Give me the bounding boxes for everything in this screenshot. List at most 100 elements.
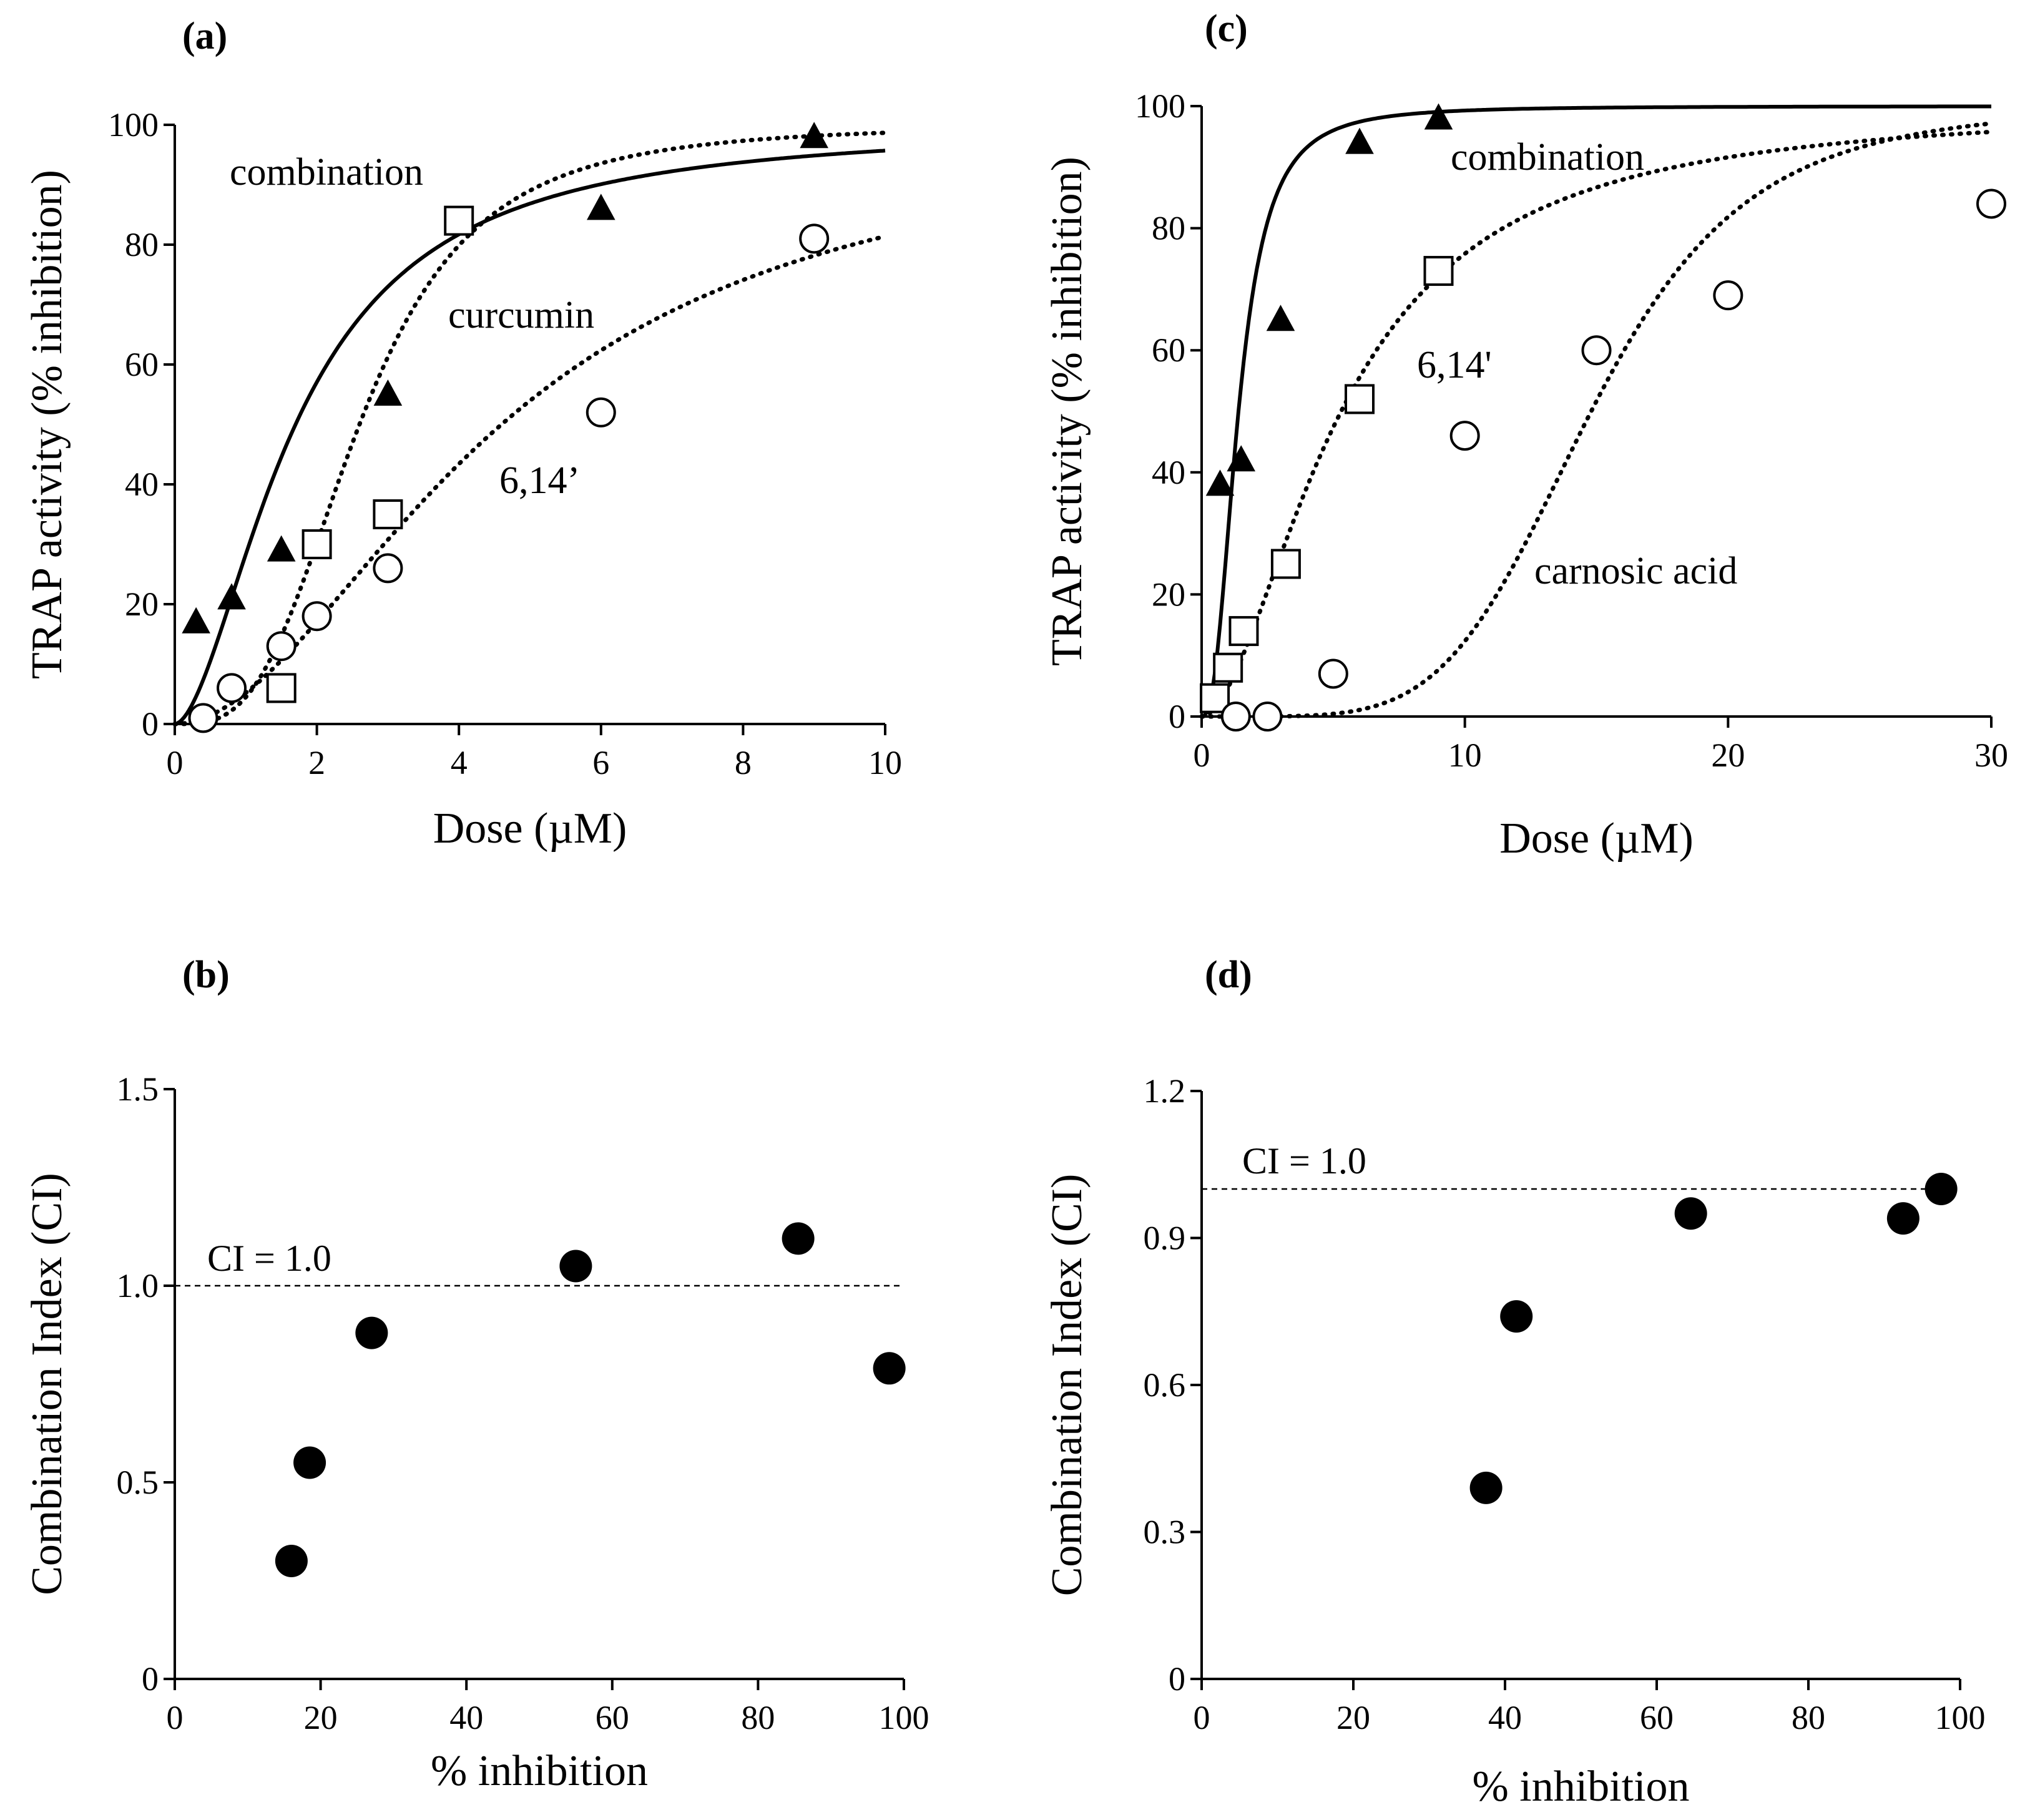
x-tick-label: 60 xyxy=(1640,1699,1674,1736)
panel-label: (b) xyxy=(182,954,230,996)
data-point-circle xyxy=(302,601,332,632)
data-point-square xyxy=(302,529,332,559)
y-tick-label: 40 xyxy=(1152,454,1185,491)
x-tick-label: 6 xyxy=(592,744,609,781)
data-point-filled-circle xyxy=(559,1250,592,1283)
x-tick-label: 4 xyxy=(451,744,468,781)
data-point-circle xyxy=(1220,702,1251,731)
y-tick-label: 100 xyxy=(108,106,159,144)
data-point-triangle xyxy=(373,379,403,406)
data-point-square xyxy=(1200,683,1230,713)
data-point-circle xyxy=(373,553,403,584)
x-axis-title: Dose (µM) xyxy=(433,805,627,853)
data-point-circle xyxy=(1976,188,2006,219)
data-point-circle xyxy=(1449,421,1480,451)
y-tick-label: 1.2 xyxy=(1144,1072,1186,1110)
fit-curve-6-14- xyxy=(1199,129,1994,719)
panel-label: (c) xyxy=(1205,7,1248,50)
data-point-filled-circle xyxy=(1924,1173,1958,1205)
y-tick-label: 100 xyxy=(1135,87,1185,125)
x-tick-label: 30 xyxy=(1974,736,2008,774)
data-point-triangle xyxy=(1227,445,1256,472)
fit-curve-combination xyxy=(1201,104,1991,718)
data-point-square xyxy=(266,673,297,703)
data-point-circle xyxy=(266,631,297,662)
panel-d: (d) 0 20 40 60 80 100 0 0.3 0.6 0.9 1.2 % inhibition… xyxy=(1043,954,1986,1811)
data-point-triangle xyxy=(1205,469,1235,496)
curve-label: combination xyxy=(230,151,423,193)
y-tick-label: 60 xyxy=(125,346,159,383)
data-point-circle xyxy=(217,673,247,703)
y-tick-label: 0.9 xyxy=(1144,1220,1186,1257)
x-tick-label: 10 xyxy=(868,744,902,781)
x-tick-label: 8 xyxy=(735,744,752,781)
data-point-triangle xyxy=(1345,127,1374,154)
x-tick-label: 100 xyxy=(879,1699,929,1736)
data-point-circle xyxy=(1252,702,1283,731)
y-tick-label: 20 xyxy=(125,585,159,623)
data-point-square xyxy=(373,499,403,529)
y-tick-label: 60 xyxy=(1152,331,1185,369)
fit-curve-carnosic-acid xyxy=(1199,121,1994,719)
x-tick-label: 20 xyxy=(1336,1699,1370,1736)
data-point-filled-circle xyxy=(1886,1202,1920,1235)
data-point-filled-circle xyxy=(782,1222,815,1255)
data-point-triangle xyxy=(182,607,210,634)
data-point-triangle xyxy=(267,535,296,562)
x-tick-label: 2 xyxy=(308,744,325,781)
data-point-circle xyxy=(799,223,830,254)
data-point-square xyxy=(444,205,474,236)
x-tick-label: 20 xyxy=(304,1699,338,1736)
x-tick-label: 0 xyxy=(167,744,184,781)
data-point-square xyxy=(1270,549,1301,579)
data-point-square xyxy=(1423,256,1454,286)
y-tick-label: 0.3 xyxy=(1144,1514,1186,1551)
y-tick-label: 80 xyxy=(125,226,159,263)
curve-label: curcumin xyxy=(448,294,594,336)
x-tick-label: 40 xyxy=(1488,1699,1522,1736)
reference-line-label: CI = 1.0 xyxy=(207,1238,331,1279)
y-axis-title: Combination Index (CI) xyxy=(1043,1174,1091,1597)
y-axis-title: TRAP activity (% inhibition) xyxy=(1043,157,1091,666)
data-point-square xyxy=(1213,652,1243,683)
x-axis-title: Dose (µM) xyxy=(1499,815,1694,863)
data-point-filled-circle xyxy=(275,1545,308,1577)
x-axis-title: % inhibition xyxy=(1472,1763,1689,1811)
data-point-filled-circle xyxy=(293,1446,326,1479)
x-tick-label: 10 xyxy=(1448,736,1482,774)
data-point-filled-circle xyxy=(1674,1197,1707,1230)
x-axis-title: % inhibition xyxy=(431,1747,648,1795)
x-tick-label: 0 xyxy=(1194,1699,1210,1736)
curve-label: combination xyxy=(1451,136,1644,179)
data-point-circle xyxy=(1581,335,1612,366)
y-tick-label: 0.6 xyxy=(1144,1366,1186,1404)
x-tick-label: 0 xyxy=(167,1699,184,1736)
y-tick-label: 0.5 xyxy=(117,1464,159,1501)
y-tick-label: 0 xyxy=(142,1660,159,1698)
curve-label: 6,14’ xyxy=(499,459,580,502)
x-tick-label: 60 xyxy=(596,1699,629,1736)
y-tick-label: 0 xyxy=(1169,1660,1185,1698)
data-point-triangle xyxy=(587,193,615,220)
x-tick-label: 0 xyxy=(1194,736,1210,774)
data-point-circle xyxy=(1318,658,1348,689)
data-point-square xyxy=(1345,384,1375,414)
x-tick-label: 80 xyxy=(1792,1699,1825,1736)
y-tick-label: 40 xyxy=(125,466,159,503)
fit-curve-combination xyxy=(174,149,886,726)
panel-c: (c) 0 10 20 30 0 20 40 60 80 100 Dose (µM) TRAP acti… xyxy=(1043,7,2008,863)
y-tick-label: 0 xyxy=(1169,698,1185,735)
y-axis-title: Combination Index (CI) xyxy=(23,1173,71,1595)
data-point-filled-circle xyxy=(355,1316,388,1349)
panel-label: (a) xyxy=(182,15,227,57)
y-tick-label: 20 xyxy=(1152,575,1185,613)
y-tick-label: 0 xyxy=(142,705,159,743)
data-point-circle xyxy=(586,397,616,428)
x-tick-label: 80 xyxy=(741,1699,775,1736)
data-point-filled-circle xyxy=(1469,1471,1503,1504)
data-point-circle xyxy=(188,703,218,733)
data-point-triangle xyxy=(217,583,246,610)
x-tick-label: 100 xyxy=(1935,1699,1986,1736)
